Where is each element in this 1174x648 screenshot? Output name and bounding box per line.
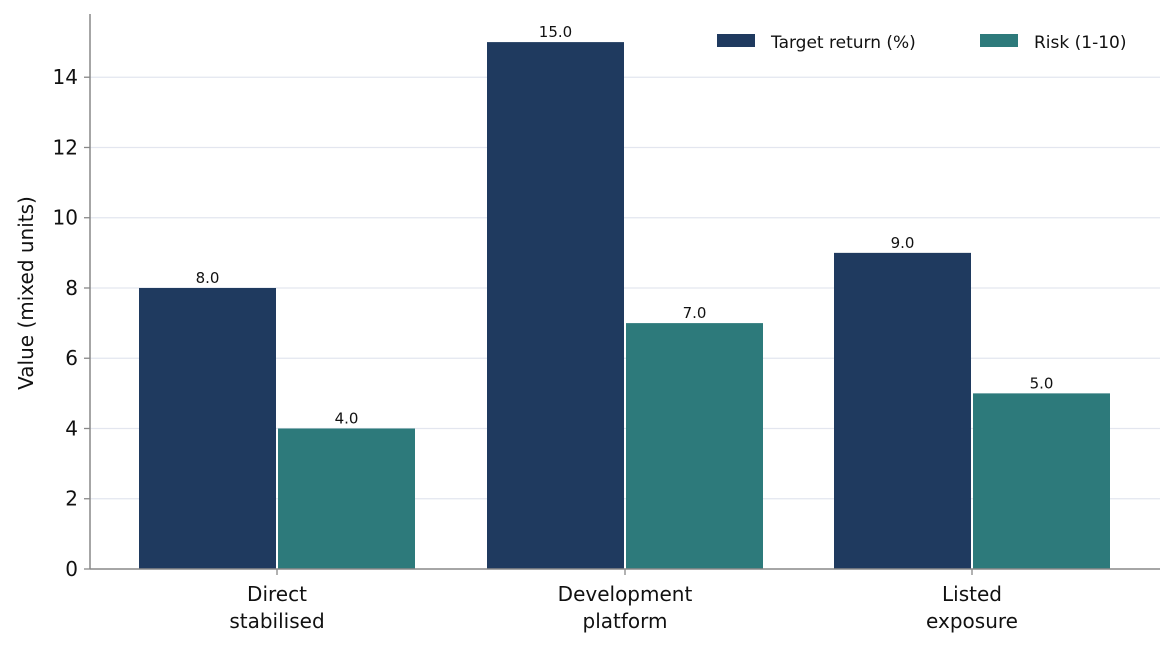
bar: [834, 252, 971, 569]
y-tick-labels: 0 2 4 6 8 10 12 14: [53, 65, 78, 581]
axes: [84, 14, 1160, 575]
legend-label: Target return (%): [770, 33, 916, 53]
legend: Target return (%) Risk (1-10): [717, 33, 1127, 53]
x-category-label: stabilised: [229, 609, 324, 633]
y-tick-label: 8: [65, 276, 78, 300]
bar-value-label: 9.0: [891, 234, 915, 252]
x-category-label: Development: [558, 582, 693, 606]
y-tick-label: 2: [65, 487, 78, 511]
legend-swatch: [980, 34, 1018, 47]
x-category-label: exposure: [926, 609, 1018, 633]
y-tick-label: 12: [53, 135, 78, 159]
bar: [139, 287, 276, 569]
x-category-label: Listed: [942, 582, 1002, 606]
legend-label: Risk (1-10): [1034, 33, 1127, 53]
x-category-label: Direct: [247, 582, 307, 606]
bar-value-label: 8.0: [196, 269, 220, 287]
bar: [973, 393, 1110, 569]
x-category-label: platform: [583, 609, 668, 633]
bar-value-label: 15.0: [539, 23, 572, 41]
y-tick-label: 4: [65, 416, 78, 440]
y-tick-label: 6: [65, 346, 78, 370]
y-tick-label: 0: [65, 557, 78, 581]
bar-value-label: 4.0: [335, 409, 359, 427]
bar-value-label: 5.0: [1030, 374, 1054, 392]
bars: [139, 42, 1110, 570]
y-axis-title: Value (mixed units): [14, 196, 38, 390]
data-labels: 8.0 4.0 15.0 7.0 9.0 5.0: [196, 23, 1054, 427]
y-tick-label: 14: [53, 65, 78, 89]
legend-swatch: [717, 34, 755, 47]
bar-value-label: 7.0: [683, 304, 707, 322]
y-tick-label: 10: [53, 206, 78, 230]
x-category-labels: Direct stabilised Development platform Liste…: [229, 582, 1018, 633]
bar: [278, 428, 415, 569]
bar: [626, 323, 763, 569]
bar: [487, 42, 624, 570]
